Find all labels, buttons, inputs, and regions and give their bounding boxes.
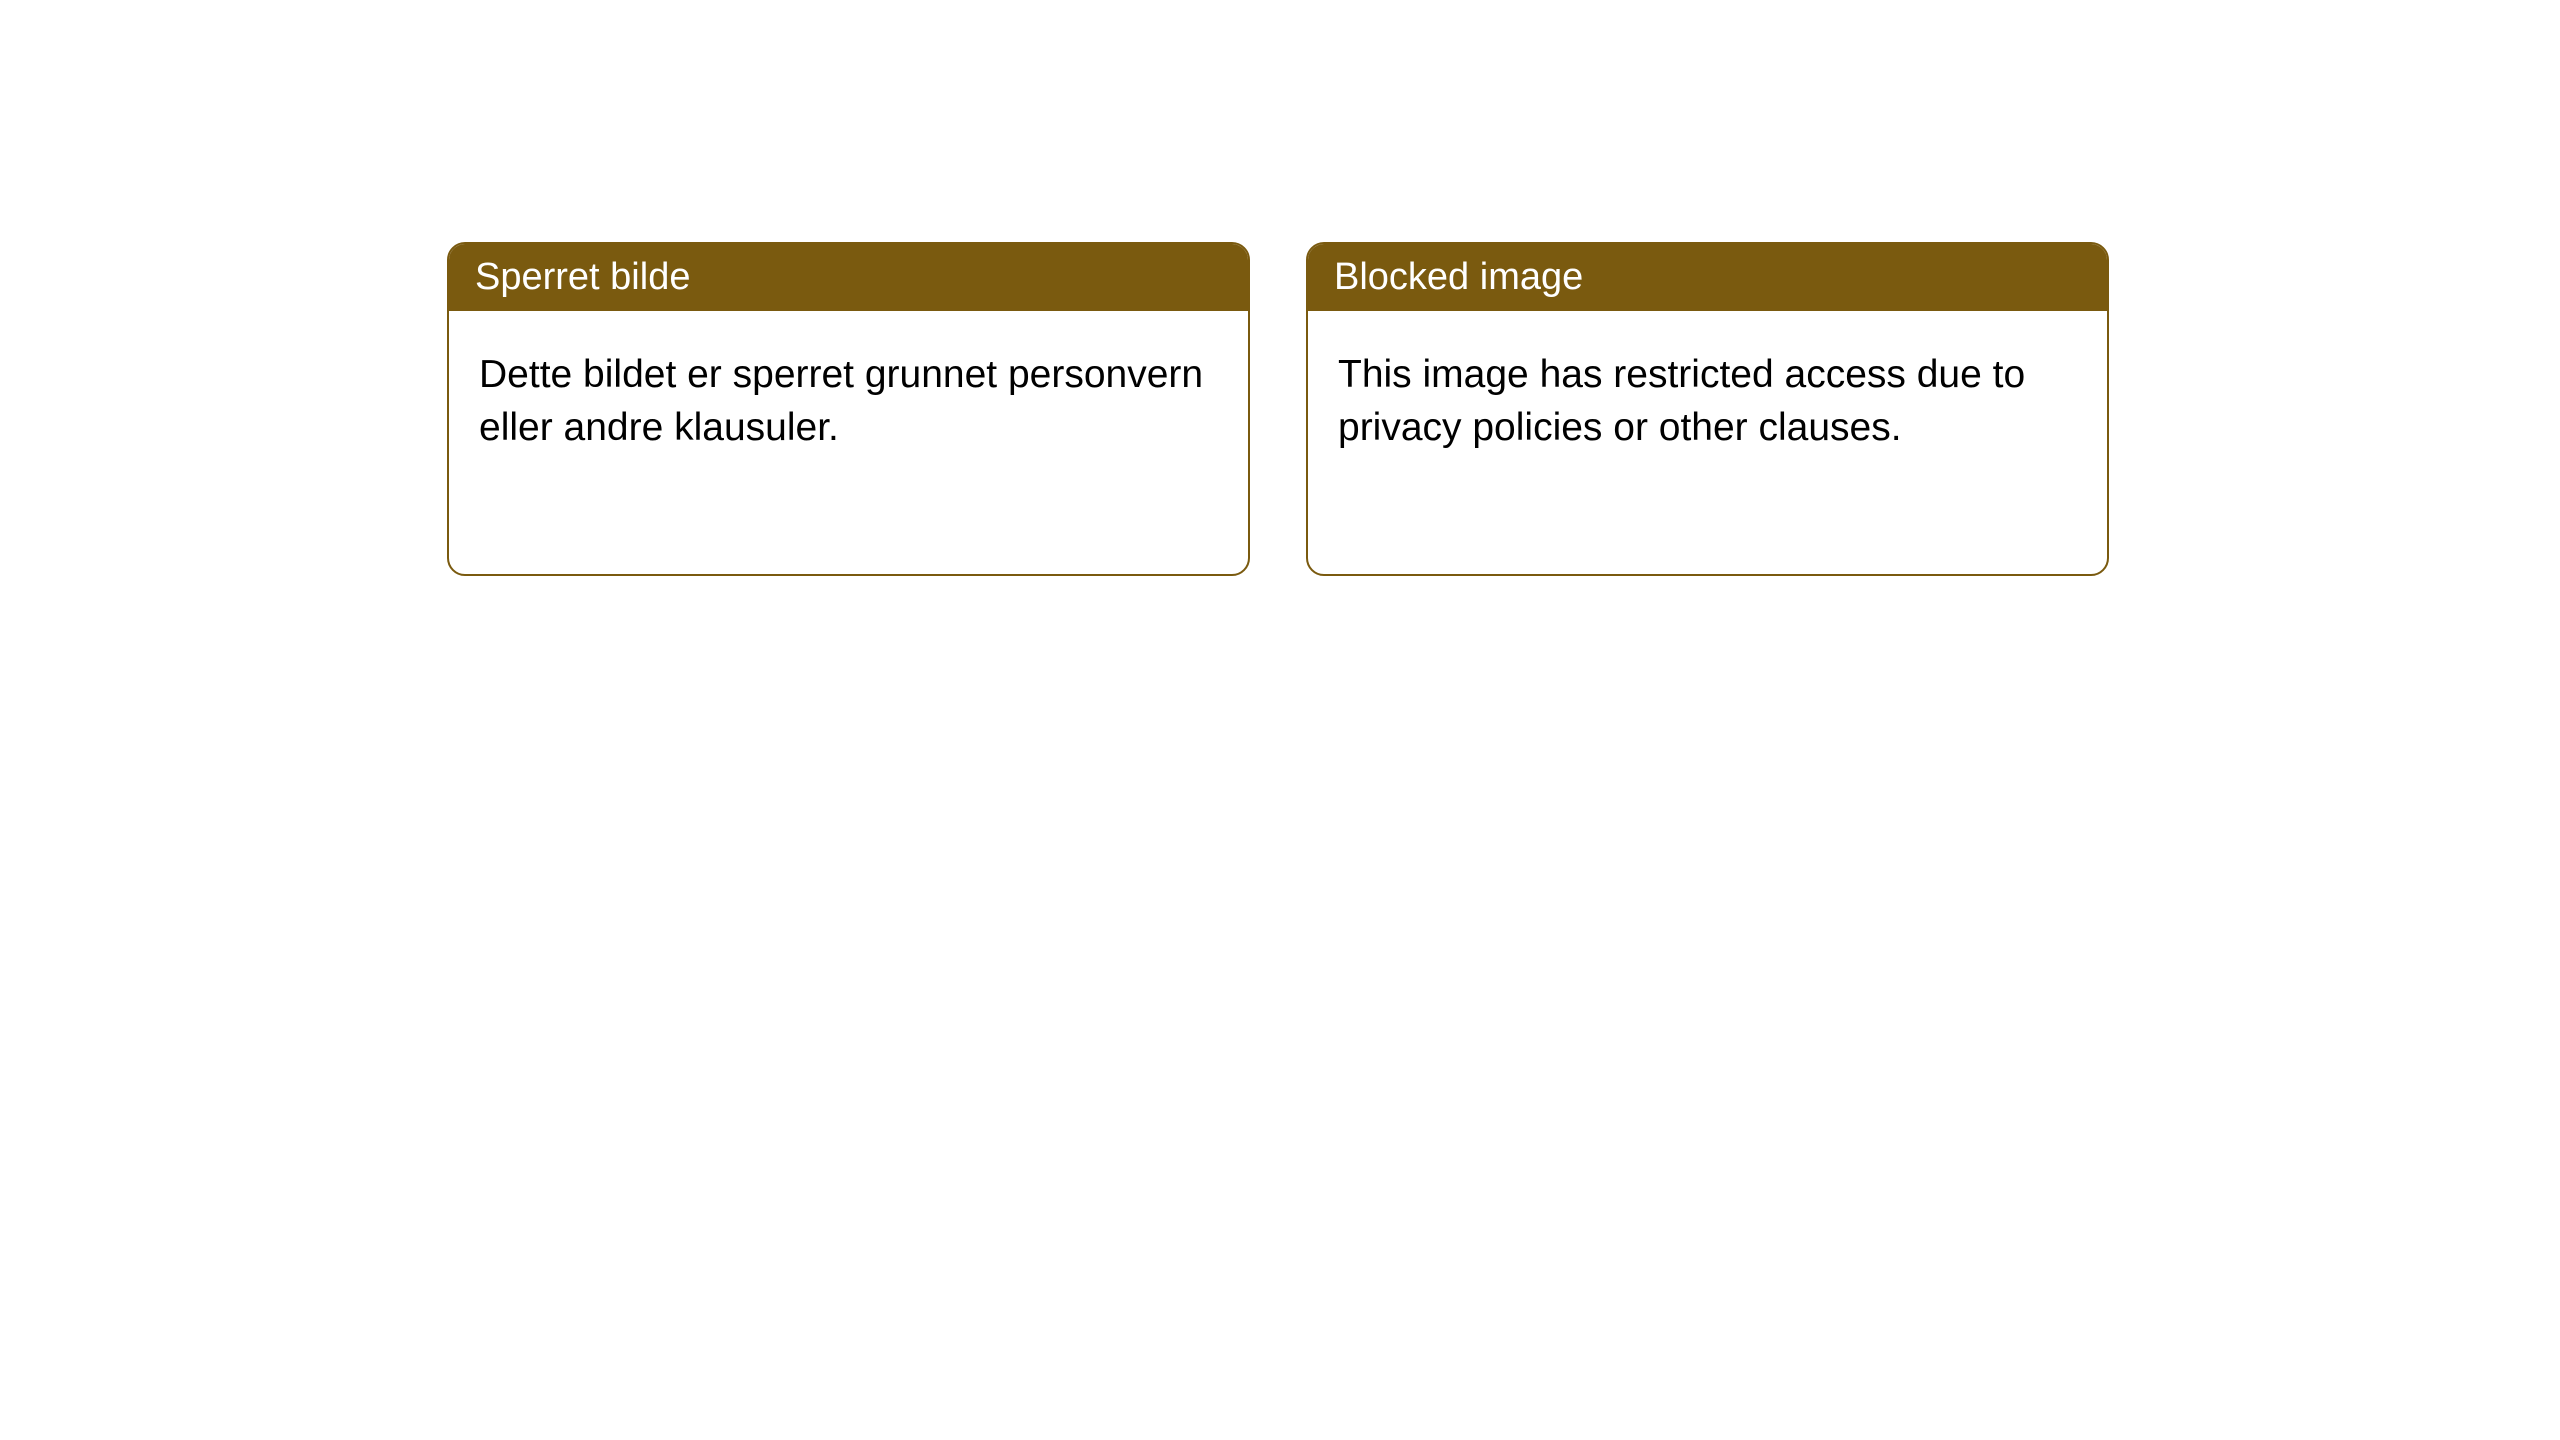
card-header: Sperret bilde — [449, 244, 1248, 311]
card-header-text: Sperret bilde — [475, 256, 690, 298]
card-header: Blocked image — [1308, 244, 2107, 311]
card-english: Blocked image This image has restricted … — [1306, 242, 2109, 576]
card-body-text: This image has restricted access due to … — [1338, 353, 2025, 449]
cards-container: Sperret bilde Dette bildet er sperret gr… — [0, 0, 2560, 576]
card-norwegian: Sperret bilde Dette bildet er sperret gr… — [447, 242, 1250, 576]
card-body: This image has restricted access due to … — [1308, 311, 2107, 492]
card-body: Dette bildet er sperret grunnet personve… — [449, 311, 1248, 492]
card-body-text: Dette bildet er sperret grunnet personve… — [479, 353, 1203, 449]
card-header-text: Blocked image — [1334, 256, 1583, 298]
